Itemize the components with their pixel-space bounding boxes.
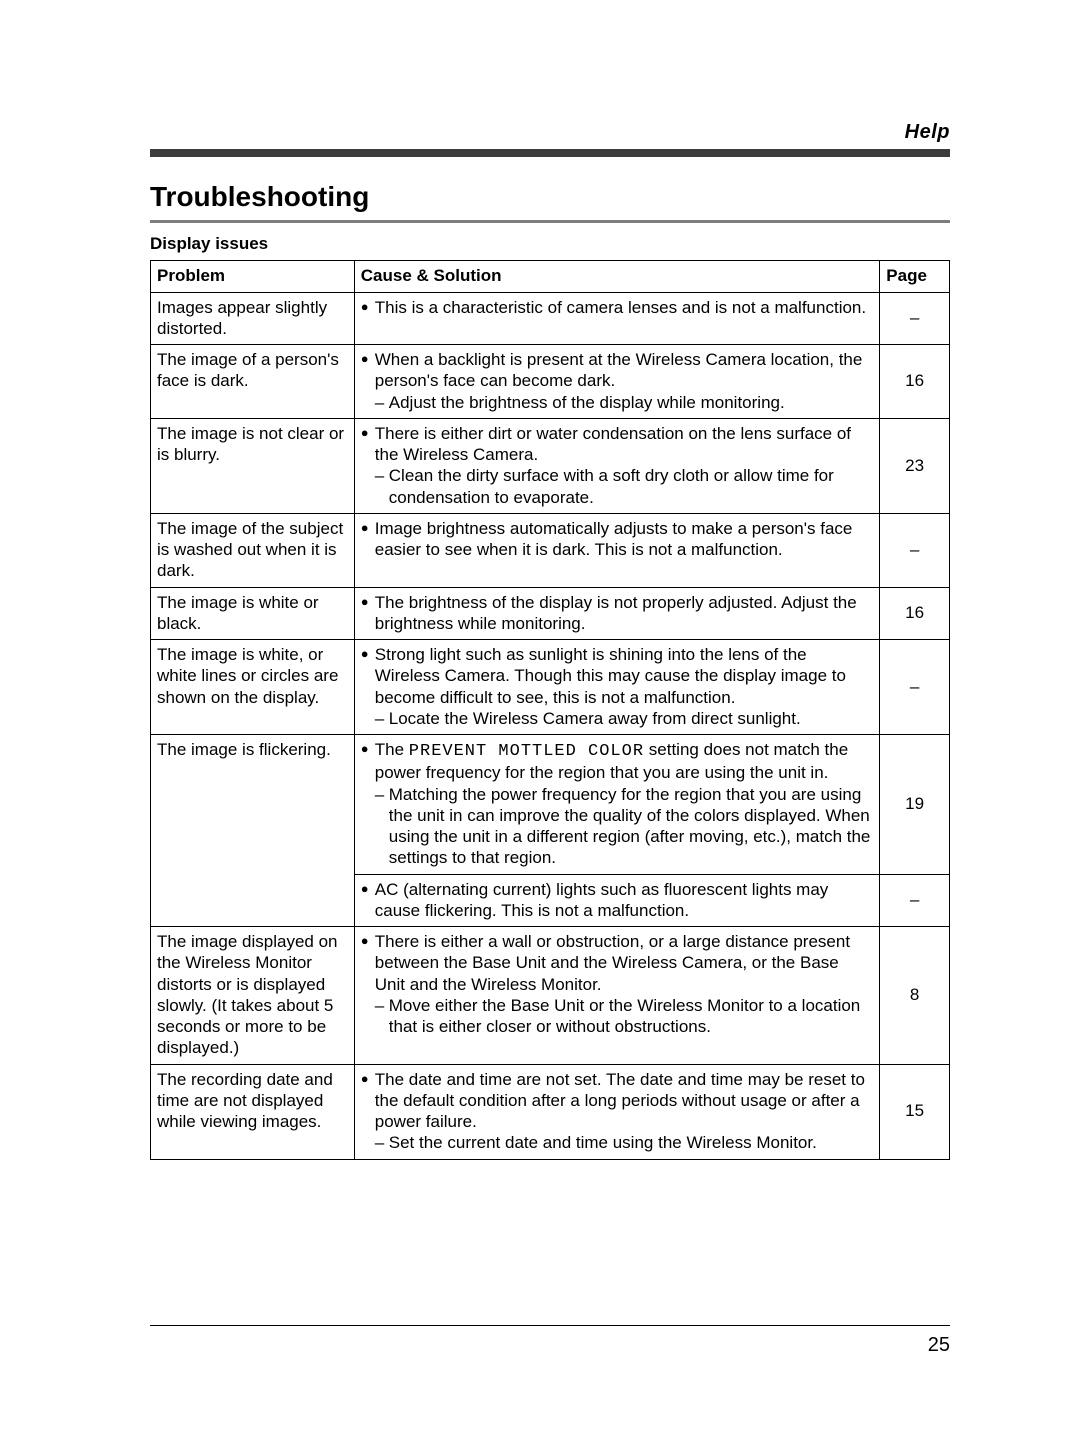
col-cause: Cause & Solution xyxy=(354,261,880,292)
table-row: Images appear slightly distorted. ● This… xyxy=(151,292,950,345)
bullet-icon: ● xyxy=(361,592,375,635)
cause-cell: ● The PREVENT MOTTLED COLOR setting does… xyxy=(354,735,880,875)
header-label: Help xyxy=(150,120,950,145)
page-ref: 19 xyxy=(880,735,950,875)
bullet-item: ● There is either a wall or obstruction,… xyxy=(361,931,874,995)
table-row: The recording date and time are not disp… xyxy=(151,1064,950,1159)
page-ref: – xyxy=(880,292,950,345)
header-rule xyxy=(150,149,950,157)
page-ref: – xyxy=(880,874,950,927)
bullet-icon: ● xyxy=(361,423,375,466)
bullet-icon: ● xyxy=(361,1069,375,1133)
page-ref: 23 xyxy=(880,418,950,513)
dash-icon: – xyxy=(375,392,389,413)
problem-cell: The image is white, or white lines or ci… xyxy=(151,640,355,735)
problem-cell: The image is white or black. xyxy=(151,587,355,640)
dash-icon: – xyxy=(375,784,389,869)
title-rule xyxy=(150,220,950,223)
table-row: The image is not clear or is blurry. ● T… xyxy=(151,418,950,513)
dash-icon: – xyxy=(375,708,389,729)
bullet-item: ● This is a characteristic of camera len… xyxy=(361,297,874,318)
bullet-icon: ● xyxy=(361,297,375,318)
bullet-item: ● The PREVENT MOTTLED COLOR setting does… xyxy=(361,739,874,784)
cause-cell: ● AC (alternating current) lights such a… xyxy=(354,874,880,927)
bullet-icon: ● xyxy=(361,644,375,708)
bullet-icon: ● xyxy=(361,931,375,995)
dash-icon: – xyxy=(375,995,389,1038)
table-row: The image displayed on the Wireless Moni… xyxy=(151,927,950,1065)
problem-cell: The image of a person's face is dark. xyxy=(151,345,355,419)
dash-item: – Clean the dirty surface with a soft dr… xyxy=(361,465,874,508)
cause-cell: ● The date and time are not set. The dat… xyxy=(354,1064,880,1159)
table-row: The image is white, or white lines or ci… xyxy=(151,640,950,735)
section-title: Display issues xyxy=(150,233,950,254)
page-number: 25 xyxy=(928,1333,950,1358)
problem-cell: The image of the subject is washed out w… xyxy=(151,513,355,587)
setting-code: PREVENT MOTTLED COLOR xyxy=(409,742,644,761)
cause-cell: ● Image brightness automatically adjusts… xyxy=(354,513,880,587)
col-problem: Problem xyxy=(151,261,355,292)
problem-cell: The image is flickering. xyxy=(151,735,355,927)
problem-cell: The recording date and time are not disp… xyxy=(151,1064,355,1159)
cause-cell: ● When a backlight is present at the Wir… xyxy=(354,345,880,419)
table-row: The image of the subject is washed out w… xyxy=(151,513,950,587)
problem-cell: The image displayed on the Wireless Moni… xyxy=(151,927,355,1065)
page-ref: 15 xyxy=(880,1064,950,1159)
table-row: The image of a person's face is dark. ● … xyxy=(151,345,950,419)
problem-cell: Images appear slightly distorted. xyxy=(151,292,355,345)
page-title: Troubleshooting xyxy=(150,179,950,214)
bullet-icon: ● xyxy=(361,349,375,392)
cause-cell: ● The brightness of the display is not p… xyxy=(354,587,880,640)
dash-item: – Move either the Base Unit or the Wirel… xyxy=(361,995,874,1038)
bullet-item: ● The brightness of the display is not p… xyxy=(361,592,874,635)
cause-cell: ● There is either a wall or obstruction,… xyxy=(354,927,880,1065)
bullet-icon: ● xyxy=(361,739,375,784)
table-header-row: Problem Cause & Solution Page xyxy=(151,261,950,292)
dash-item: – Adjust the brightness of the display w… xyxy=(361,392,874,413)
dash-item: – Matching the power frequency for the r… xyxy=(361,784,874,869)
dash-icon: – xyxy=(375,1132,389,1153)
col-page: Page xyxy=(880,261,950,292)
dash-icon: – xyxy=(375,465,389,508)
bullet-item: ● The date and time are not set. The dat… xyxy=(361,1069,874,1133)
bullet-item: ● Image brightness automatically adjusts… xyxy=(361,518,874,561)
bullet-item: ● When a backlight is present at the Wir… xyxy=(361,349,874,392)
bullet-item: ● Strong light such as sunlight is shini… xyxy=(361,644,874,708)
dash-item: – Set the current date and time using th… xyxy=(361,1132,874,1153)
bullet-item: ● AC (alternating current) lights such a… xyxy=(361,879,874,922)
page-ref: 16 xyxy=(880,345,950,419)
footer-rule xyxy=(150,1325,950,1326)
document-page: Help Troubleshooting Display issues Prob… xyxy=(0,0,1080,1436)
cause-cell: ● Strong light such as sunlight is shini… xyxy=(354,640,880,735)
bullet-text: The PREVENT MOTTLED COLOR setting does n… xyxy=(375,739,874,784)
bullet-icon: ● xyxy=(361,879,375,922)
cause-cell: ● There is either dirt or water condensa… xyxy=(354,418,880,513)
page-ref: – xyxy=(880,640,950,735)
table-row: The image is flickering. ● The PREVENT M… xyxy=(151,735,950,875)
cause-cell: ● This is a characteristic of camera len… xyxy=(354,292,880,345)
problem-cell: The image is not clear or is blurry. xyxy=(151,418,355,513)
dash-item: – Locate the Wireless Camera away from d… xyxy=(361,708,874,729)
page-ref: 8 xyxy=(880,927,950,1065)
table-row: The image is white or black. ● The brigh… xyxy=(151,587,950,640)
page-ref: 16 xyxy=(880,587,950,640)
bullet-item: ● There is either dirt or water condensa… xyxy=(361,423,874,466)
page-ref: – xyxy=(880,513,950,587)
bullet-icon: ● xyxy=(361,518,375,561)
troubleshooting-table: Problem Cause & Solution Page Images app… xyxy=(150,260,950,1159)
